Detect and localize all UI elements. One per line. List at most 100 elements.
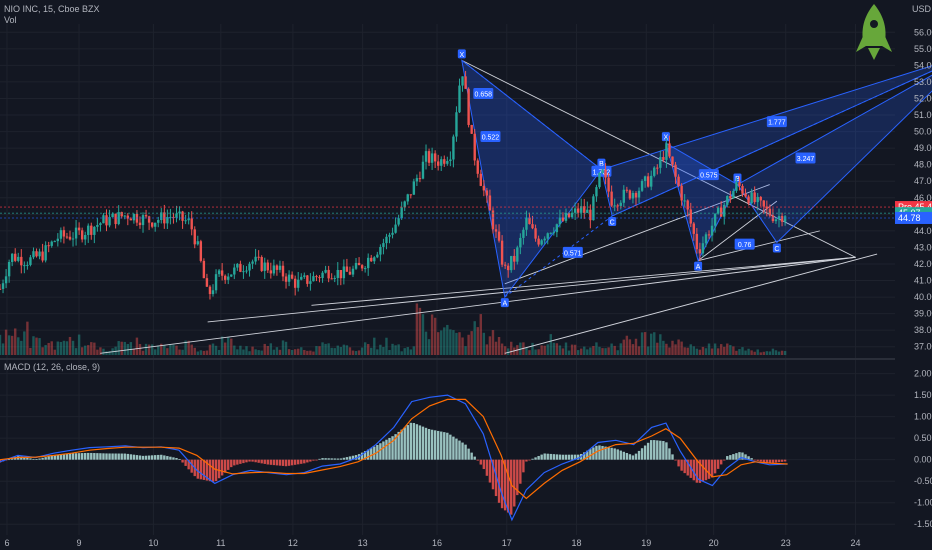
candle-body — [202, 260, 206, 279]
macd-histogram-bar — [461, 442, 464, 460]
candle-body — [373, 257, 376, 262]
macd-histogram-bar — [716, 459, 720, 469]
pattern-ratio-label: 3.247 — [797, 156, 815, 163]
volume-bar — [217, 349, 221, 355]
candle-body — [90, 225, 93, 235]
pattern-point-badge — [772, 243, 781, 253]
macd-histogram-bar — [698, 459, 702, 483]
macd-histogram-bar — [656, 440, 659, 460]
candle-body — [732, 190, 735, 199]
volume-bar — [379, 344, 382, 355]
price-tick-label: 42.00 — [914, 259, 932, 269]
candle-body — [257, 256, 260, 258]
volume-bar — [491, 330, 495, 355]
price-tick-label: 47.00 — [914, 176, 932, 186]
price-tick-label: 46.00 — [914, 193, 932, 203]
macd-histogram-bar — [467, 448, 470, 460]
macd-tick-label: -1.00 — [914, 498, 932, 508]
volume-bar — [23, 331, 26, 355]
pattern-ratio-label: 0.571 — [564, 250, 582, 257]
candle-body — [634, 193, 638, 198]
volume-bar — [598, 346, 601, 355]
macd-histogram-bar — [184, 459, 187, 466]
volume-bar — [619, 343, 622, 355]
volume-bar — [236, 349, 239, 355]
price-tick-label: 54.00 — [914, 60, 932, 70]
volume-bar — [719, 344, 723, 355]
macd-histogram-bar — [637, 450, 641, 460]
macd-tick-label: -1.50 — [914, 519, 932, 529]
volume-bar — [762, 351, 765, 355]
macd-histogram-bar — [157, 454, 160, 460]
macd-tick-label: 1.50 — [914, 390, 932, 400]
volume-bar — [580, 348, 583, 355]
macd-histogram-bar — [93, 453, 96, 460]
candle-body — [519, 237, 522, 248]
macd-histogram-bar — [360, 452, 364, 460]
candle-body — [488, 195, 492, 211]
candle-body — [114, 213, 117, 225]
macd-pane — [0, 394, 788, 522]
time-tick-label: 13 — [358, 538, 368, 548]
volume-bar — [406, 347, 409, 355]
macd-histogram-bar — [640, 448, 644, 460]
volume-bar — [239, 345, 242, 355]
macd-histogram-bar — [595, 445, 598, 460]
volume-bar — [436, 332, 440, 355]
candle-body — [230, 274, 233, 277]
candle-body — [540, 240, 543, 245]
volume-bar — [534, 349, 537, 355]
macd-histogram-bar — [452, 436, 455, 460]
price-tick-label: 56.00 — [914, 27, 932, 37]
macd-histogram-bar — [756, 459, 759, 461]
pattern-ratio-label: 0.658 — [475, 92, 493, 99]
candle-body — [662, 157, 665, 160]
volume-bar — [199, 350, 203, 355]
volume-bar — [157, 345, 160, 355]
macd-histogram-bar — [750, 458, 753, 460]
candle-body — [108, 217, 111, 226]
macd-histogram-bar — [659, 440, 662, 460]
macd-histogram-bar — [531, 458, 534, 460]
candle-body — [695, 233, 699, 250]
currency-label: USD — [912, 4, 932, 14]
candle-body — [689, 209, 692, 224]
macd-histogram-bar — [248, 459, 251, 462]
candle-body — [640, 180, 644, 191]
candle-body — [421, 161, 425, 179]
candle-body — [141, 215, 145, 226]
volume-bar — [208, 344, 212, 355]
candle-body — [74, 227, 78, 239]
macd-histogram-bar — [120, 453, 123, 460]
macd-histogram-bar — [610, 447, 613, 460]
candle-body — [65, 236, 69, 238]
candle-body — [77, 227, 81, 231]
candle-body — [254, 256, 257, 262]
candle-body — [613, 205, 616, 207]
candle-body — [80, 230, 84, 240]
volume-bar — [382, 346, 385, 355]
volume-bar — [449, 329, 452, 355]
macd-histogram-bar — [382, 441, 385, 460]
volume-bar — [284, 341, 288, 355]
macd-histogram-bar — [436, 430, 440, 460]
candle-body — [44, 245, 47, 261]
candle-body — [604, 169, 607, 178]
volume-bar — [589, 347, 592, 355]
volume-bar — [223, 342, 227, 355]
price-tick-label: 43.00 — [914, 242, 932, 252]
candle-body — [482, 185, 486, 191]
pattern-ratio-badge — [480, 131, 501, 143]
macd-histogram-bar — [132, 454, 136, 460]
candle-body — [452, 136, 455, 160]
volume-bar — [105, 351, 108, 355]
volume-bar — [625, 335, 629, 355]
macd-histogram-bar — [446, 432, 449, 460]
candle-body — [780, 216, 784, 222]
volume-bar — [686, 347, 689, 355]
candle-body — [208, 286, 212, 295]
macd-histogram-bar — [625, 453, 629, 460]
macd-histogram-bar — [516, 459, 519, 496]
volume-bar — [230, 338, 233, 355]
